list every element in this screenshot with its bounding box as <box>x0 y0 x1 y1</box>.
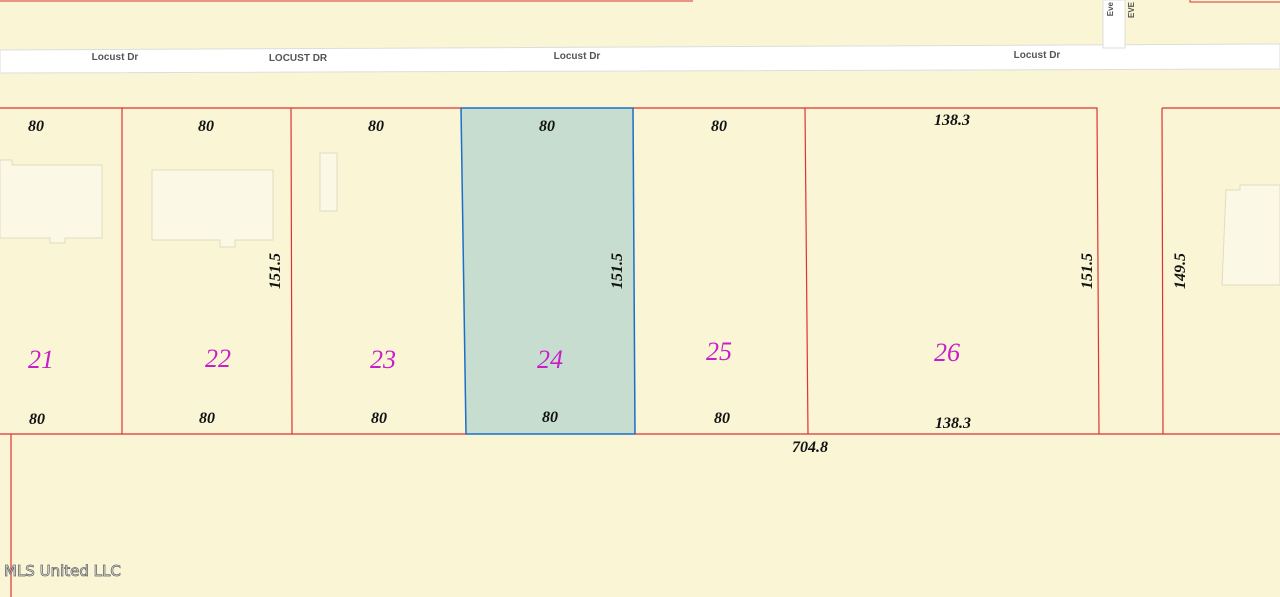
lot-number: 22 <box>205 344 231 373</box>
bottom-dimension: 80 <box>542 409 558 426</box>
cross-street-label: EVE <box>1127 1 1136 18</box>
bottom-dimension: 80 <box>199 410 215 427</box>
top-dimension: 138.3 <box>934 112 970 129</box>
bottom-dimension: 80 <box>29 411 45 428</box>
top-dimension: 80 <box>539 118 555 135</box>
lot-number: 25 <box>706 337 732 366</box>
street-label: LOCUST DR <box>269 53 328 64</box>
total-frontage: 704.8 <box>792 439 828 456</box>
lot-line <box>1189 0 1280 3</box>
lot-number: 26 <box>934 338 960 367</box>
street-label: Locust Dr <box>92 52 139 63</box>
buildings <box>0 152 1280 286</box>
bottom-dimension: 80 <box>714 410 730 427</box>
street-label: Locust Dr <box>1014 50 1061 61</box>
street-label: Locust Dr <box>554 51 601 62</box>
top-dimension: 80 <box>368 118 384 135</box>
street <box>0 43 1280 74</box>
top-dimension: 80 <box>198 118 214 135</box>
cross-street <box>1102 0 1126 49</box>
lot-lines <box>0 107 1280 597</box>
side-dimension: 151.5 <box>1079 253 1096 289</box>
lot-number: 23 <box>370 345 396 374</box>
bottom-dimension: 80 <box>371 410 387 427</box>
top-dimension: 80 <box>711 118 727 135</box>
side-dimension: 151.5 <box>267 253 284 289</box>
lot-number: 21 <box>28 345 54 374</box>
side-dimension: 149.5 <box>1172 253 1189 289</box>
cross-street-label: Eve <box>1106 1 1115 16</box>
side-dimension: 151.5 <box>609 253 626 289</box>
top-dimension: 80 <box>28 118 44 135</box>
bottom-dimension: 138.3 <box>935 415 971 432</box>
lot-number: 24 <box>537 345 563 374</box>
watermark: MLS United LLC <box>4 562 121 580</box>
